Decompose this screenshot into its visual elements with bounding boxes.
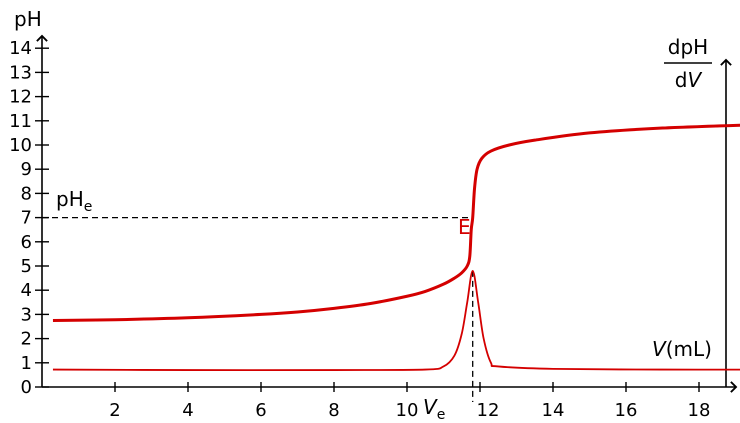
x-tick-label: 2 [109, 400, 120, 421]
equivalence-point-label: E [458, 215, 471, 239]
y-tick-label: 13 [9, 62, 32, 83]
y-tick-label: 8 [21, 183, 32, 204]
y-tick-label: 3 [21, 304, 32, 325]
y-tick-label: 4 [21, 280, 32, 301]
y-tick-label: 11 [9, 111, 32, 132]
y2-axis-label: dpH dV [664, 35, 712, 92]
y-tick-label: 10 [9, 135, 32, 156]
y-tick-label: 6 [21, 232, 32, 253]
y-tick-label: 14 [9, 38, 32, 59]
x-tick-label: 4 [182, 400, 193, 421]
ph-curve [52, 123, 740, 322]
y-tick-label: 2 [21, 329, 32, 350]
x-tick-label: 14 [542, 400, 565, 421]
x-tick-label: 10 [396, 400, 419, 421]
y-tick-label: 12 [9, 87, 32, 108]
derivative-curve [52, 269, 740, 372]
x-tick-label: 16 [615, 400, 638, 421]
x-tick-label: 6 [255, 400, 266, 421]
y-axis-label: pH [14, 7, 42, 31]
y2-label-numerator: dpH [668, 35, 708, 59]
x-axis-label: V(mL) [652, 337, 712, 361]
x-tick-label: 8 [328, 400, 339, 421]
y-tick-label: 7 [21, 208, 32, 229]
y-tick-label: 0 [21, 377, 32, 398]
x-tick-label: 18 [688, 400, 711, 421]
y2-label-denominator: dV [675, 68, 703, 92]
y-tick-label: 1 [21, 353, 32, 374]
phe-label: pHe [56, 187, 92, 215]
ve-label: Ve [423, 395, 445, 423]
x-ticks: 2 4 6 8 10 12 14 16 18 [109, 382, 710, 421]
x-tick-label: 12 [477, 400, 500, 421]
y-tick-label: 9 [21, 159, 32, 180]
y-tick-label: 5 [21, 256, 32, 277]
